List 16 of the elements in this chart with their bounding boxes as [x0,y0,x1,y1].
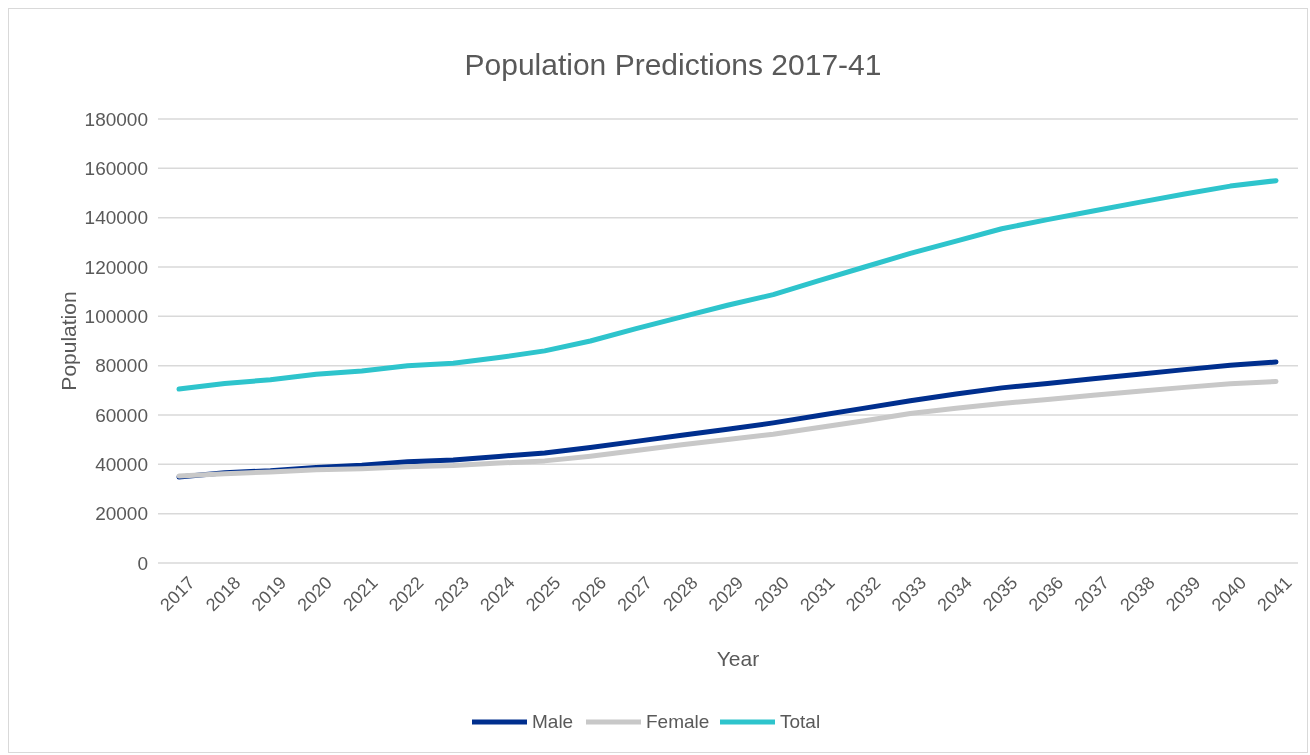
y-tick-label: 180000 [84,108,148,130]
chart-title: Population Predictions 2017-41 [464,48,882,81]
y-tick-label: 100000 [84,305,148,327]
y-tick-label: 140000 [84,207,148,229]
y-axis-title: Population [57,291,80,391]
y-tick-label: 40000 [95,453,148,475]
y-tick-label: 80000 [95,355,148,377]
x-axis-title: Year [716,647,760,670]
legend-label: Female [646,711,710,732]
legend-label: Total [780,711,821,732]
y-tick-label: 60000 [95,404,148,426]
y-tick-label: 120000 [84,256,148,278]
y-tick-label: 20000 [95,503,148,525]
legend-label: Male [532,711,574,732]
y-tick-label: 160000 [84,157,148,179]
y-tick-label: 0 [137,552,148,574]
